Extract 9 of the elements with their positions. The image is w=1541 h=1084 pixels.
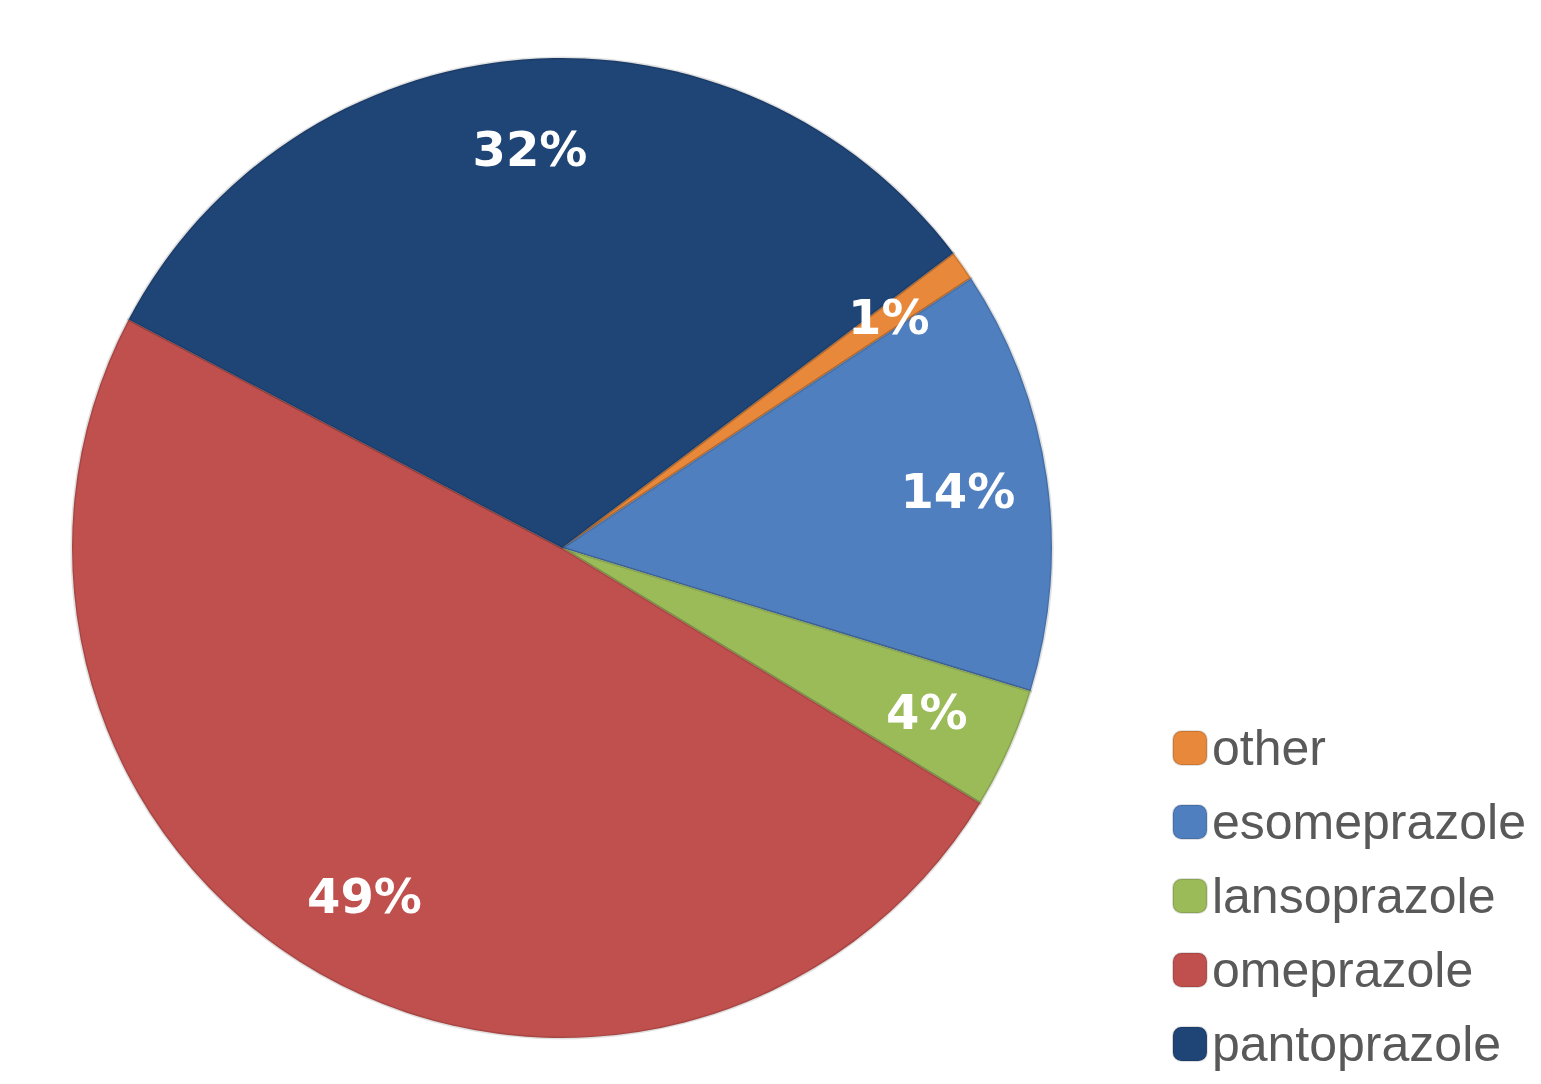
legend-label: pantoprazole — [1211, 1016, 1502, 1072]
legend-label: omeprazole — [1211, 942, 1474, 998]
data-label: 32% — [472, 121, 588, 178]
data-label: 49% — [306, 867, 422, 924]
legend-label: esomeprazole — [1211, 794, 1526, 850]
legend-label: other — [1211, 720, 1326, 776]
data-label: 4% — [886, 683, 968, 740]
data-label: 14% — [900, 462, 1016, 519]
legend-label: lansoprazole — [1211, 868, 1496, 924]
